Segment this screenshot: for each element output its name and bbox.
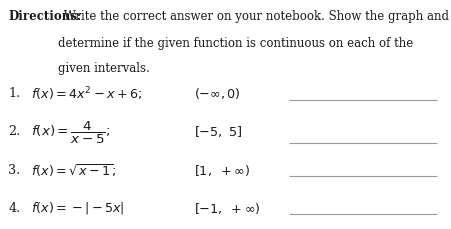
Text: $f(x) = 4x^2 - x + 6;$: $f(x) = 4x^2 - x + 6;$ xyxy=(31,85,143,103)
Text: $f(x) = \sqrt{x - 1};$: $f(x) = \sqrt{x - 1};$ xyxy=(31,162,116,179)
Text: $[-1,\ +\infty)$: $[-1,\ +\infty)$ xyxy=(194,201,261,216)
Text: $[-5,\ 5]$: $[-5,\ 5]$ xyxy=(194,124,243,139)
Text: $(-\infty, 0)$: $(-\infty, 0)$ xyxy=(194,86,241,101)
Text: given intervals.: given intervals. xyxy=(58,62,149,75)
Text: Directions:: Directions: xyxy=(8,10,81,23)
Text: $f(x) = -|-5x|$: $f(x) = -|-5x|$ xyxy=(31,200,124,216)
Text: Write the correct answer on your notebook. Show the graph and: Write the correct answer on your noteboo… xyxy=(60,10,449,23)
Text: 3.: 3. xyxy=(8,164,20,177)
Text: $[1,\ +\infty)$: $[1,\ +\infty)$ xyxy=(194,163,250,178)
Text: 1.: 1. xyxy=(8,87,20,100)
Text: 4.: 4. xyxy=(8,202,20,215)
Text: $f(x) = \dfrac{4}{x-5};$: $f(x) = \dfrac{4}{x-5};$ xyxy=(31,120,110,146)
Text: determine if the given function is continuous on each of the: determine if the given function is conti… xyxy=(58,37,413,50)
Text: 2.: 2. xyxy=(8,125,20,138)
